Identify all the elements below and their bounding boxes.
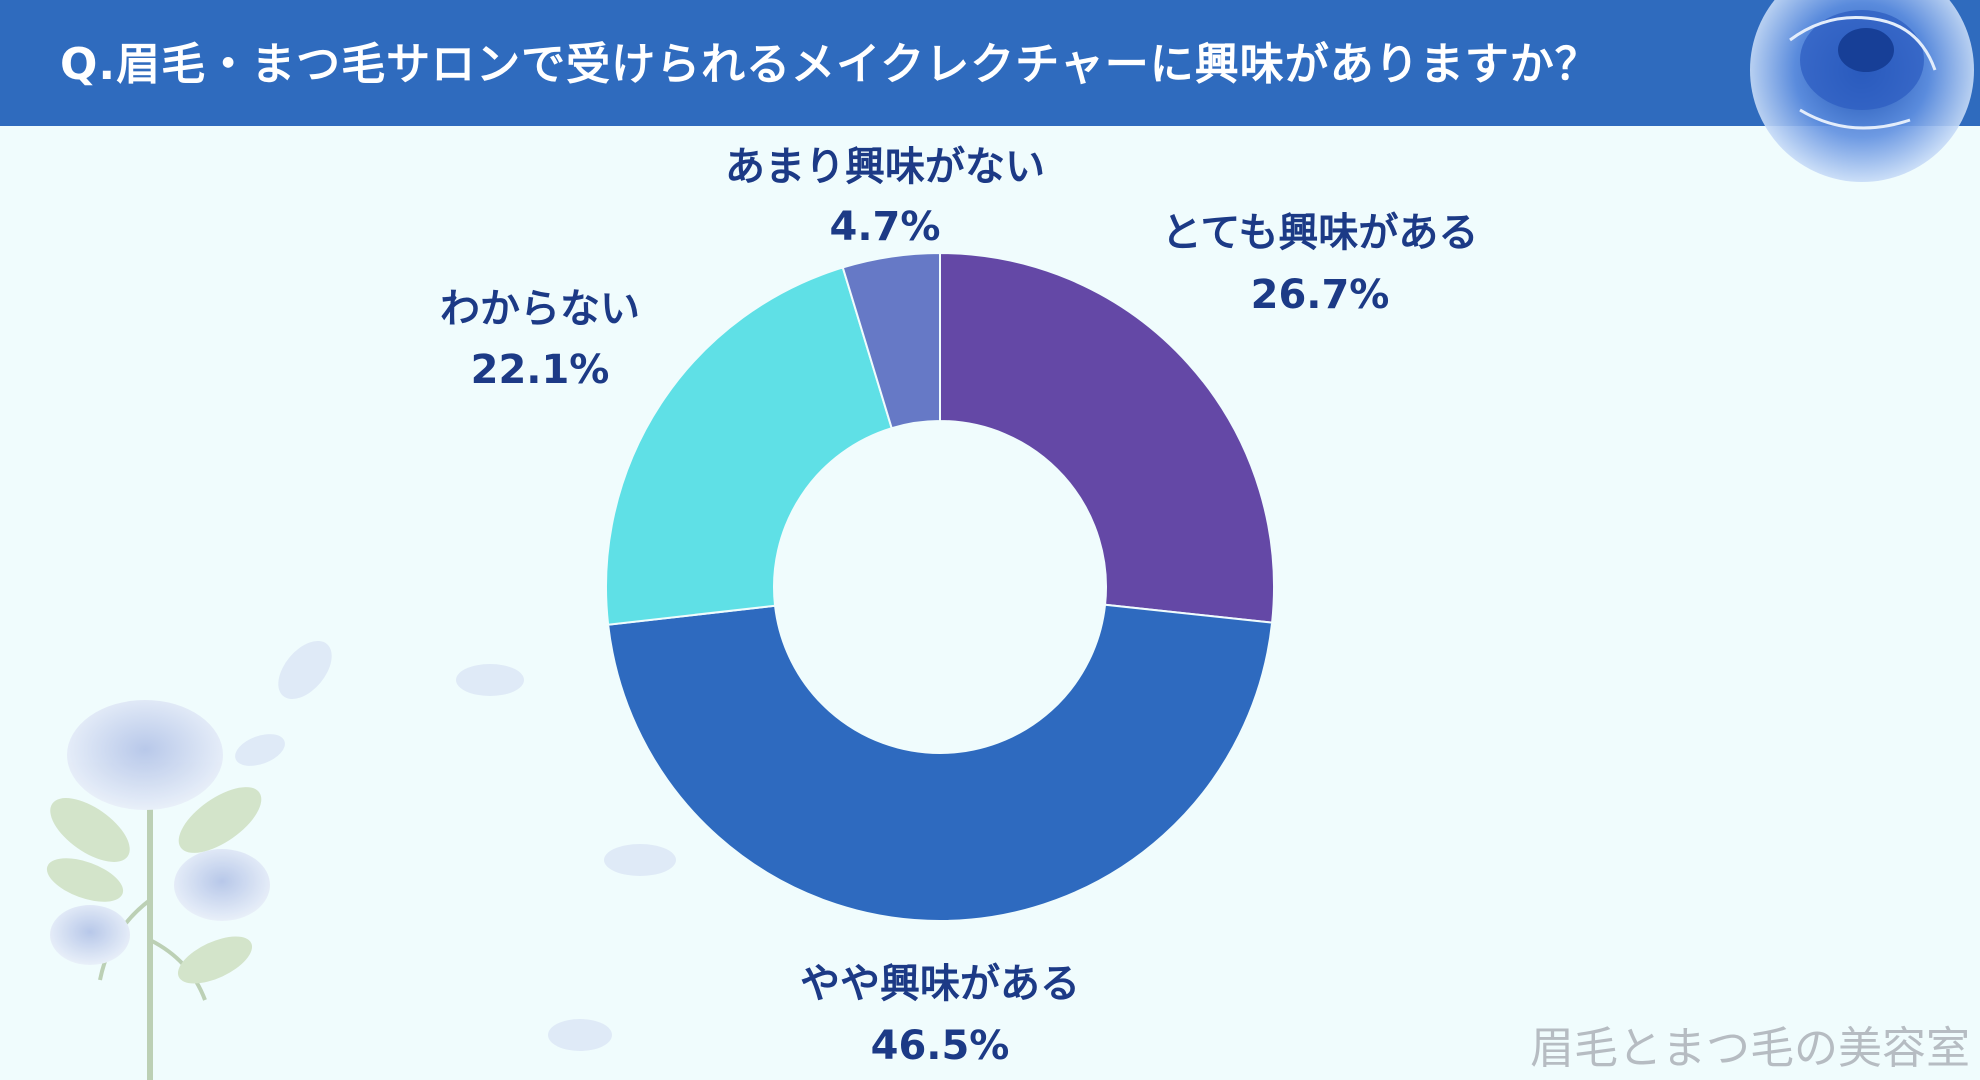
slice-label: あまり興味がない	[725, 144, 1045, 190]
slice-label: とても興味がある	[1162, 210, 1479, 256]
donut-slices	[605, 251, 1275, 922]
slice-value-label: 46.5%	[871, 1023, 1010, 1069]
slice-labels: とても興味がある 26.7% やや興味がある 46.5% わからない 22.1% あまり興味…	[440, 144, 1478, 1069]
slice-value-label: 22.1%	[471, 347, 610, 393]
rose-decoration-icon	[1750, 0, 1974, 182]
slice-label: わからない	[440, 286, 640, 332]
donut-slice	[841, 251, 941, 430]
donut-slice	[607, 603, 1274, 922]
header-bar: Q.眉毛・まつ毛サロンで受けられるメイクレクチャーに興味がありますか？	[0, 0, 1980, 126]
flower-decoration-icon	[46, 700, 270, 1080]
donut-slice	[605, 266, 893, 626]
donut-slice	[939, 251, 1275, 624]
slice-value-label: 4.7%	[830, 204, 941, 250]
watermark: 眉毛とまつ毛の美容室	[1530, 1023, 1970, 1074]
slice-value-label: 26.7%	[1251, 272, 1390, 318]
page-title: Q.眉毛・まつ毛サロンで受けられるメイクレクチャーに興味がありますか？	[60, 39, 1600, 90]
petal-decoration-icon	[235, 640, 676, 1051]
slice-label: やや興味がある	[800, 961, 1080, 1007]
